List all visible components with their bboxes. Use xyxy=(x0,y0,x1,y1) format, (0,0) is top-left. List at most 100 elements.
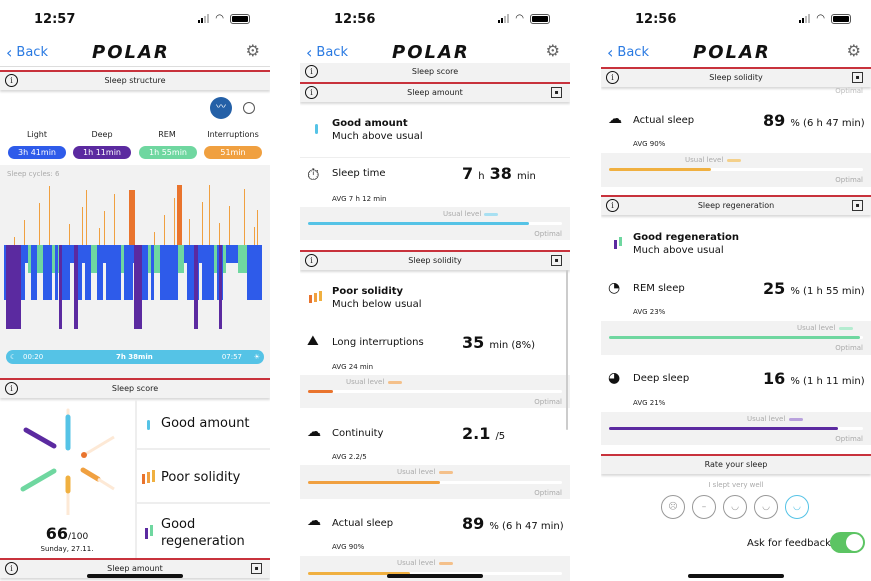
light-segment xyxy=(82,245,85,263)
gear-icon[interactable]: ⚙ xyxy=(846,41,861,60)
light-segment xyxy=(184,245,187,263)
info-icon[interactable]: i xyxy=(5,382,18,395)
info-icon[interactable]: i xyxy=(606,199,619,212)
status-icons: ◠ xyxy=(799,13,851,24)
expand-icon[interactable]: ▪ xyxy=(551,87,562,98)
info-icon[interactable]: i xyxy=(305,254,318,267)
stopwatch-icon: ⏱ xyxy=(307,165,320,184)
rem-segment xyxy=(178,245,181,273)
light-segment xyxy=(55,245,58,300)
interruption-mark xyxy=(114,194,115,245)
rating-label: I slept very well xyxy=(708,481,764,489)
phase-label-deep: Deep xyxy=(91,130,113,139)
expand-icon[interactable]: ▪ xyxy=(852,200,863,211)
face-very-good-icon[interactable]: ◡ xyxy=(785,495,809,519)
face-neutral-icon[interactable]: ◡ xyxy=(723,495,747,519)
wifi-icon: ◠ xyxy=(215,13,224,24)
status-icons: ◠ xyxy=(198,13,250,24)
light-segment xyxy=(22,245,25,300)
solidity-title: Poor solidity xyxy=(332,286,404,297)
section-header-sleep-structure: i Sleep structure xyxy=(0,70,270,90)
section-title: Sleep score xyxy=(111,384,159,393)
score-item-label: Poor solidity xyxy=(161,470,241,485)
actual-sleep-label: Actual sleep xyxy=(633,115,695,126)
section-header-rate-sleep: Rate your sleep xyxy=(601,454,871,474)
interruption-mark xyxy=(219,223,220,245)
score-item-solidity[interactable]: Poor solidity xyxy=(137,452,270,504)
face-bad-icon[interactable]: – xyxy=(692,495,716,519)
back-button[interactable]: ‹ Back xyxy=(306,43,348,62)
expand-icon[interactable]: ▪ xyxy=(551,255,562,266)
amount-bar-icon xyxy=(147,420,150,430)
interruption-mark xyxy=(104,211,105,245)
phase-label-rem: REM xyxy=(158,130,176,139)
section-title: Sleep regeneration xyxy=(697,201,775,210)
back-button[interactable]: ‹ Back xyxy=(6,43,48,62)
info-icon[interactable]: i xyxy=(5,74,18,87)
gear-icon[interactable]: ⚙ xyxy=(545,41,560,60)
sleep-duration: 7h 38min xyxy=(116,353,153,361)
light-segment xyxy=(43,245,46,300)
solidity-subtitle: Much below usual xyxy=(332,299,422,310)
info-icon[interactable]: i xyxy=(5,562,18,575)
actual-sleep-value: 89 % (6 h 47 min) xyxy=(462,514,564,533)
graph-view-toggle[interactable]: 〰 xyxy=(210,97,232,119)
score-item-amount[interactable]: Good amount xyxy=(137,400,270,450)
rem-segment xyxy=(121,245,124,273)
light-segment xyxy=(31,245,34,300)
light-segment xyxy=(232,245,235,263)
actual-sleep-label: Actual sleep xyxy=(332,518,394,529)
gear-icon[interactable]: ⚙ xyxy=(245,41,260,60)
section-header-sleep-solidity: i Sleep solidity ▪ xyxy=(601,67,871,87)
section-title: Sleep amount xyxy=(107,564,163,573)
score-item-label: Good regeneration xyxy=(161,517,245,549)
interruption-mark xyxy=(164,215,165,245)
light-segment xyxy=(4,245,7,300)
polar-logo: POLAR xyxy=(693,42,771,63)
circle-view-toggle[interactable] xyxy=(243,102,255,114)
rem-segment xyxy=(40,245,43,273)
face-very-bad-icon[interactable]: ☹ xyxy=(661,495,685,519)
light-segment xyxy=(115,245,118,300)
score-item-regeneration[interactable]: Good regeneration xyxy=(137,506,270,558)
back-button[interactable]: ‹ Back xyxy=(607,43,649,62)
phase-value-rem: 1h 55min xyxy=(139,146,197,159)
light-segment xyxy=(187,245,190,300)
rem-sleep-avg: AVG 23% xyxy=(633,308,666,316)
light-segment xyxy=(118,245,121,300)
light-segment xyxy=(145,245,148,300)
interruption-mark xyxy=(209,185,210,245)
ask-feedback-toggle[interactable] xyxy=(830,532,865,553)
info-icon[interactable]: i xyxy=(305,65,318,78)
rem-sleep-icon: ◔ xyxy=(608,280,621,296)
actual-sleep-avg: AVG 90% xyxy=(332,543,365,551)
light-segment xyxy=(103,245,106,263)
light-segment xyxy=(256,245,259,300)
long-interruptions-label: Long interruptions xyxy=(332,337,424,348)
info-icon[interactable]: i xyxy=(606,71,619,84)
scrollbar[interactable] xyxy=(566,270,568,430)
status-time: 12:56 xyxy=(334,12,376,27)
light-segment xyxy=(100,245,103,300)
interruption-mark xyxy=(177,185,182,245)
light-segment xyxy=(160,245,163,300)
interruption-mark xyxy=(202,202,203,245)
score-max: /100 xyxy=(68,532,89,542)
home-indicator xyxy=(688,574,784,578)
usual-level-bar: Usual level Optimal xyxy=(601,153,871,187)
section-title: Sleep score xyxy=(411,67,459,76)
sleep-start: 00:20 xyxy=(23,353,44,361)
info-icon[interactable]: i xyxy=(305,86,318,99)
signal-icon xyxy=(198,14,210,23)
face-good-icon[interactable]: ◡ xyxy=(754,495,778,519)
home-indicator xyxy=(87,574,183,578)
expand-icon[interactable]: ▪ xyxy=(251,563,262,574)
rem-segment xyxy=(148,245,151,273)
screen-sleep-regeneration: 12:56 ◠ ‹ Back POLAR ⚙ i Sleep solidity ▪ O… xyxy=(601,0,871,581)
deep-segment xyxy=(6,245,21,329)
rem-sleep-label: REM sleep xyxy=(633,283,685,294)
expand-icon[interactable]: ▪ xyxy=(852,72,863,83)
chevron-left-icon: ‹ xyxy=(607,43,614,62)
interruption-mark xyxy=(129,190,135,245)
light-segment xyxy=(34,245,37,300)
